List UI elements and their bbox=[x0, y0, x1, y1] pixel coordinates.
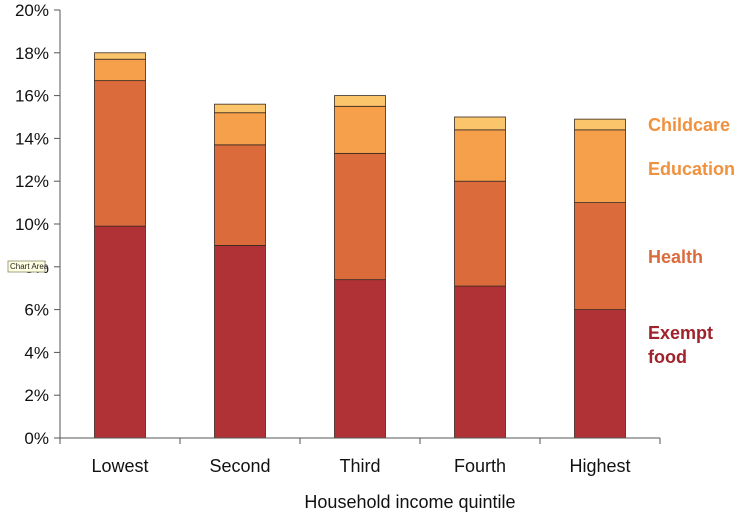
bar-segment-health-lowest bbox=[94, 80, 146, 227]
y-axis: 0%2%4%6%8%10%12%14%16%18%20% bbox=[15, 1, 61, 448]
bar-segment-education-second bbox=[214, 112, 266, 146]
bar-segment-exempt-food-third bbox=[334, 279, 386, 439]
bars bbox=[94, 52, 626, 439]
bar-segment-health-second bbox=[214, 144, 266, 246]
chart-area-tooltip: Chart Area bbox=[7, 260, 49, 273]
x-axis-label: Household income quintile bbox=[304, 492, 515, 512]
x-axis: Lowest Second Third Fourth Highest bbox=[59, 437, 661, 476]
y-tick-label: 10% bbox=[15, 215, 49, 234]
bar-segment-education-highest bbox=[574, 129, 626, 203]
bar-segment-exempt-food-lowest bbox=[94, 225, 146, 439]
x-tick-label-lowest: Lowest bbox=[91, 456, 148, 476]
y-tick-label: 2% bbox=[24, 386, 49, 405]
bar-segment-childcare-fourth bbox=[454, 116, 506, 131]
tooltip-text: Chart Area bbox=[10, 262, 49, 271]
legend-entry-health: Health bbox=[648, 247, 703, 267]
legend-entry-education: Education bbox=[648, 159, 735, 179]
x-tick-label-fourth: Fourth bbox=[454, 456, 506, 476]
y-tick-label: 20% bbox=[15, 1, 49, 20]
bar-segment-education-third bbox=[334, 105, 386, 154]
x-tick-label-highest: Highest bbox=[569, 456, 630, 476]
y-tick-label: 16% bbox=[15, 87, 49, 106]
y-tick-label: 6% bbox=[24, 301, 49, 320]
y-tick-label: 4% bbox=[24, 343, 49, 362]
bar-segment-health-third bbox=[334, 152, 386, 281]
y-tick-label: 18% bbox=[15, 44, 49, 63]
bar-segment-health-fourth bbox=[454, 180, 506, 287]
legend-entry-childcare: Childcare bbox=[648, 115, 730, 135]
bar-segment-education-lowest bbox=[94, 58, 146, 82]
y-tick-label: 0% bbox=[24, 429, 49, 448]
bar-segment-education-fourth bbox=[454, 129, 506, 182]
bar-segment-exempt-food-fourth bbox=[454, 285, 506, 439]
bar-segment-childcare-highest bbox=[574, 118, 626, 131]
bar-segment-exempt-food-highest bbox=[574, 309, 626, 439]
y-tick-label: 14% bbox=[15, 129, 49, 148]
bar-segment-childcare-third bbox=[334, 95, 386, 107]
bar-segment-childcare-second bbox=[214, 103, 266, 114]
legend: Childcare Education Health Exempt food bbox=[648, 115, 735, 367]
x-tick-label-second: Second bbox=[209, 456, 270, 476]
x-tick-label-third: Third bbox=[339, 456, 380, 476]
bar-segment-childcare-lowest bbox=[94, 52, 146, 60]
legend-entry-exempt-food: Exempt food bbox=[648, 323, 713, 367]
y-tick-label: 12% bbox=[15, 172, 49, 191]
bar-segment-health-highest bbox=[574, 202, 626, 311]
bar-segment-exempt-food-second bbox=[214, 244, 266, 439]
